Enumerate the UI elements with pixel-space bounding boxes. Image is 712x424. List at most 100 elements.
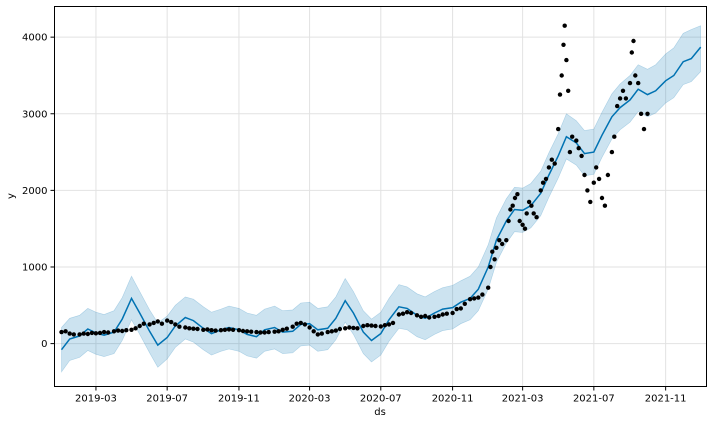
x-tick-label: 2021-03 <box>502 394 544 405</box>
observed-point <box>173 322 178 327</box>
observed-point <box>641 126 647 132</box>
observed-point <box>240 328 246 334</box>
observed-point <box>492 257 497 262</box>
observed-point <box>582 172 587 178</box>
observed-point <box>638 111 644 117</box>
observed-point <box>369 323 374 328</box>
observed-point <box>418 314 424 319</box>
observed-point <box>591 180 596 185</box>
observed-point <box>476 295 481 300</box>
observed-point <box>517 218 522 224</box>
observed-point <box>462 301 467 306</box>
observed-point <box>494 245 499 250</box>
x-tick-label: 2020-07 <box>360 394 402 405</box>
y-axis-label: y <box>6 193 17 199</box>
observed-point <box>414 313 420 318</box>
x-axis: 2019-03 2019-07 2019-11 2020-03 2020-07 2020-… <box>75 386 687 405</box>
observed-point <box>620 88 626 94</box>
observed-point <box>213 328 218 333</box>
observed-point <box>636 80 641 86</box>
observed-point <box>120 328 125 334</box>
observed-point <box>129 327 134 332</box>
observed-point <box>588 199 593 205</box>
observed-point <box>576 146 581 151</box>
observed-point <box>390 320 396 326</box>
observed-point <box>629 50 634 55</box>
observed-point <box>490 249 495 254</box>
observed-point <box>506 218 511 224</box>
observed-point <box>258 330 263 335</box>
y-axis: 0 1000 2000 3000 4000 <box>22 33 55 350</box>
observed-point <box>365 323 370 328</box>
observed-point <box>89 330 95 336</box>
observed-point <box>552 161 557 166</box>
observed-point <box>355 326 360 331</box>
observed-point <box>524 211 529 216</box>
observed-point <box>396 312 402 317</box>
observed-point <box>382 323 388 328</box>
observed-point <box>101 329 107 335</box>
y-tick-label: 0 <box>41 339 47 350</box>
observed-point <box>333 328 338 333</box>
observed-point <box>85 331 91 337</box>
observed-point <box>612 134 617 139</box>
observed-point <box>159 321 165 326</box>
observed-point <box>599 195 605 201</box>
observed-point <box>236 328 242 333</box>
observed-point <box>290 324 295 329</box>
observed-point <box>529 203 534 208</box>
observed-point <box>319 331 324 336</box>
observed-point <box>594 165 599 170</box>
grid <box>54 6 707 387</box>
observed-point <box>561 42 566 47</box>
observed-point <box>222 327 228 332</box>
observed-point <box>124 328 129 333</box>
observed-point <box>115 328 121 333</box>
observed-point <box>183 325 188 330</box>
observed-point <box>106 330 111 335</box>
x-tick-label: 2019-07 <box>146 394 188 405</box>
observed-point <box>226 327 232 332</box>
observed-point <box>141 321 146 326</box>
y-tick-label: 1000 <box>22 262 47 273</box>
observed-point <box>329 329 334 334</box>
observed-point <box>633 73 638 78</box>
observed-point <box>427 315 432 320</box>
observed-point <box>512 195 518 201</box>
observed-point <box>500 241 505 247</box>
observed-point <box>272 329 277 334</box>
forecast-line <box>60 46 702 351</box>
observed-point <box>311 329 316 334</box>
observed-point <box>294 321 299 326</box>
observed-point <box>151 320 156 326</box>
observed-point <box>209 328 214 333</box>
observed-point <box>515 192 520 197</box>
observed-point <box>522 226 528 231</box>
observed-point <box>627 80 633 86</box>
observed-point <box>605 172 611 178</box>
observed-point <box>307 325 312 330</box>
observed-point <box>440 312 445 317</box>
observed-point <box>508 207 513 212</box>
observed-point <box>137 323 142 329</box>
observed-point <box>408 310 414 316</box>
observed-point <box>378 324 383 329</box>
observed-point <box>556 126 561 132</box>
observed-point <box>623 96 629 101</box>
observed-point <box>298 320 303 326</box>
observed-point <box>386 322 392 327</box>
observed-point <box>400 311 406 316</box>
observed-point <box>467 297 473 302</box>
observed-points <box>59 23 650 337</box>
observed-point <box>472 296 477 301</box>
observed-point <box>549 157 554 162</box>
observed-point <box>585 188 590 193</box>
observed-point <box>187 326 192 331</box>
observed-point <box>454 306 459 312</box>
observed-point <box>562 23 567 28</box>
observed-point <box>615 103 620 109</box>
observed-point <box>165 318 170 323</box>
observed-point <box>262 330 267 335</box>
observed-point <box>315 332 320 337</box>
observed-point <box>302 322 308 327</box>
